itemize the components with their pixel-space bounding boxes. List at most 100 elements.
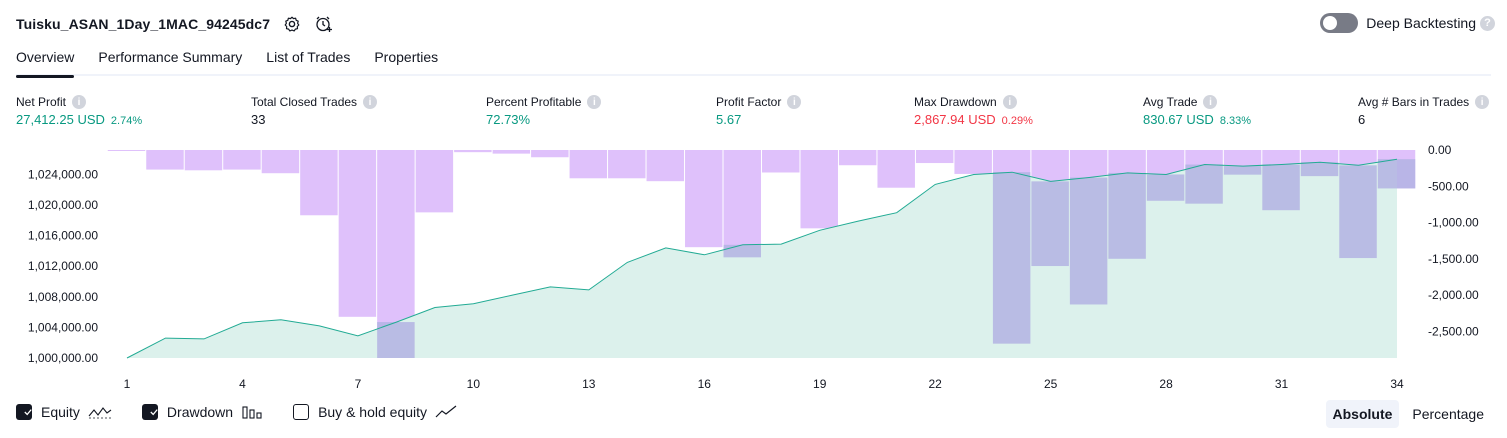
left-axis-tick: 1,024,000.00 (28, 167, 98, 181)
drawdown-bar (800, 150, 838, 229)
chart-legend: Equity Drawdown Buy & hold equity (16, 404, 487, 420)
mode-percentage[interactable]: Percentage (1412, 406, 1484, 422)
metric-value: 5.67 (716, 112, 742, 127)
drawdown-bar (300, 150, 338, 216)
metric-percent-profitable: Percent Profitable i 72.73% (486, 94, 602, 130)
drawdown-bar (685, 150, 723, 248)
buy-hold-line-icon (435, 405, 457, 418)
drawdown-bar-overlap (1339, 165, 1377, 259)
metric-label: Avg Trade (1143, 95, 1198, 109)
info-icon[interactable]: i (787, 95, 802, 109)
metric-percent: 8.33% (1219, 115, 1252, 127)
metric-profit-factor: Profit Factor i 5.67 (716, 94, 802, 130)
left-axis-tick: 1,004,000.00 (28, 320, 98, 334)
x-axis-tick: 10 (467, 377, 481, 391)
drawdown-bar-overlap (1031, 181, 1069, 267)
drawdown-bar (415, 150, 454, 213)
legend-label: Buy & hold equity (318, 404, 428, 420)
legend-label: Equity (41, 404, 80, 420)
drawdown-bar (723, 150, 761, 258)
settings-icon[interactable] (278, 10, 306, 38)
drawdown-bar (608, 150, 646, 179)
x-axis-tick: 13 (582, 377, 596, 391)
drawdown-bar-overlap (1185, 164, 1223, 204)
deep-backtesting-toggle[interactable] (1320, 13, 1359, 33)
metric-avg-bars: Avg # Bars in Trades i 6 (1358, 94, 1490, 130)
drawdown-bar-overlap (1069, 177, 1108, 305)
info-icon[interactable]: i (587, 95, 602, 109)
x-axis-tick: 4 (239, 377, 246, 391)
tab-overview[interactable]: Overview (16, 44, 75, 78)
left-axis-tick: 1,012,000.00 (28, 259, 98, 273)
drawdown-bar (762, 150, 800, 173)
tab-properties[interactable]: Properties (374, 49, 439, 65)
x-axis-tick: 28 (1159, 377, 1173, 391)
metric-value: 27,412.25 USD (16, 112, 105, 127)
x-axis-tick: 25 (1044, 377, 1058, 391)
left-axis-tick: 1,020,000.00 (28, 198, 98, 212)
drawdown-bar (454, 150, 492, 153)
drawdown-bars-icon (242, 406, 262, 419)
x-axis-tick: 7 (355, 377, 362, 391)
x-axis-tick: 22 (929, 377, 943, 391)
left-axis-tick: 1,000,000.00 (28, 351, 98, 365)
legend-drawdown[interactable]: Drawdown (141, 404, 263, 420)
equity-drawdown-chart[interactable]: 1,000,000.00 1,004,000.00 1,008,000.00 1,01… (0, 140, 1507, 400)
legend-buy-hold[interactable]: Buy & hold equity (293, 404, 457, 420)
metric-value: 2,867.94 USD (914, 112, 996, 127)
info-icon[interactable]: i (1203, 95, 1218, 109)
metric-total-closed-trades: Total Closed Trades i 33 (251, 94, 378, 130)
x-axis-tick: 34 (1390, 377, 1404, 391)
right-axis-tick: -1,500.00 (1428, 252, 1479, 266)
left-axis-tick: 1,016,000.00 (28, 229, 98, 243)
metric-label: Net Profit (16, 95, 67, 109)
equity-checkbox[interactable] (16, 404, 32, 420)
mode-absolute[interactable]: Absolute (1325, 400, 1400, 428)
right-axis-tick: -1,000.00 (1428, 216, 1479, 230)
drawdown-bar-overlap (1300, 162, 1339, 177)
report-tabs: Overview Performance Summary List of Tra… (16, 44, 1491, 78)
add-alert-icon[interactable] (310, 10, 338, 38)
right-axis-tick: -500.00 (1428, 179, 1469, 193)
metric-label: Percent Profitable (486, 95, 582, 109)
buy-hold-checkbox[interactable] (293, 404, 310, 420)
drawdown-bar-overlap (723, 244, 761, 258)
equity-line (126, 158, 1398, 359)
drawdown-bar (492, 150, 531, 154)
toggle-knob (1323, 16, 1338, 30)
drawdown-bar (646, 150, 685, 182)
drawdown-bar-overlap (1146, 174, 1185, 201)
tab-performance-summary[interactable]: Performance Summary (98, 49, 243, 65)
drawdown-bar (261, 150, 300, 174)
info-icon[interactable]: i (1002, 95, 1017, 109)
drawdown-bar (569, 150, 608, 179)
drawdown-bar (184, 150, 223, 171)
report-header: Tuisku_ASAN_1Day_1MAC_94245dc7 (16, 10, 338, 38)
metric-label: Total Closed Trades (251, 95, 358, 109)
legend-equity[interactable]: Equity (16, 404, 112, 420)
drawdown-bar-overlap (992, 172, 1031, 344)
help-icon[interactable]: ? (1480, 15, 1495, 31)
info-icon[interactable]: i (1475, 95, 1490, 109)
deep-backtesting-label: Deep Backtesting (1366, 15, 1476, 31)
drawdown-bar-overlap (377, 322, 415, 358)
drawdown-bar (877, 150, 915, 188)
metric-avg-trade: Avg Trade i 830.67 USD 8.33% (1143, 94, 1251, 130)
drawdown-bar (146, 150, 184, 170)
drawdown-bar (531, 150, 569, 158)
drawdown-bar-overlap (1262, 164, 1300, 211)
legend-label: Drawdown (166, 404, 234, 420)
metric-value: 33 (251, 112, 266, 127)
info-icon[interactable]: i (363, 95, 378, 109)
right-axis-tick: -2,000.00 (1428, 288, 1479, 302)
drawdown-bar (338, 150, 377, 317)
x-axis-tick: 1 (124, 377, 131, 391)
drawdown-bar-overlap (1377, 159, 1416, 189)
metric-percent: 0.29% (1001, 115, 1033, 127)
info-icon[interactable]: i (72, 95, 87, 109)
metric-label: Profit Factor (716, 95, 782, 109)
tab-list-of-trades[interactable]: List of Trades (266, 49, 351, 65)
metric-label: Max Drawdown (914, 95, 997, 109)
equity-line-icon (88, 407, 112, 419)
drawdown-checkbox[interactable] (141, 404, 158, 420)
